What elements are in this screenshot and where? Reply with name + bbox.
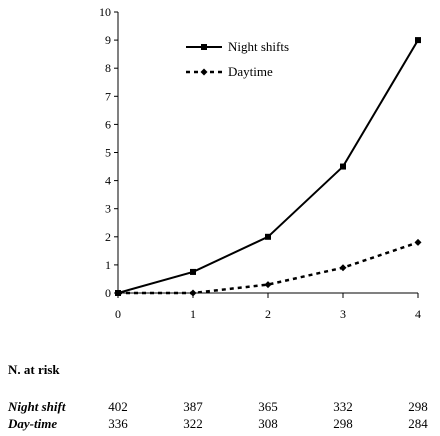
y-tick-label: 8 [105,61,111,75]
at-risk-value: 322 [183,416,203,431]
at-risk-value: 298 [333,416,353,431]
at-risk-value: 365 [258,399,278,414]
y-tick-label: 0 [105,286,111,300]
y-tick-label: 2 [105,230,111,244]
data-point-daytime [414,238,422,246]
y-tick-label: 4 [105,174,111,188]
legend-marker-daytime [200,68,208,76]
legend-label-night-shifts: Night shifts [228,39,289,54]
data-point-daytime [264,281,272,289]
series-layer [114,37,422,297]
data-point-night-shifts [265,233,271,240]
legend-label-daytime: Daytime [228,64,273,79]
line-chart: 0 1 2 3 4 5 6 7 8 9 10 0 1 2 3 4 Night shifts Daytime [99,5,422,321]
y-tick-label: 9 [105,33,111,47]
at-risk-value: 332 [333,399,353,414]
at-risk-value: 308 [258,416,278,431]
y-axis-ticks: 0 1 2 3 4 5 6 7 8 9 10 [99,5,118,300]
at-risk-value: 284 [408,416,428,431]
data-point-night-shifts [340,163,346,170]
legend: Night shifts Daytime [186,39,289,79]
data-point-daytime [114,289,122,297]
at-risk-row: Day-time 336 322 308 298 284 [0,416,440,432]
x-tick-label: 1 [190,307,196,321]
at-risk-value: 387 [183,399,203,414]
x-tick-label: 0 [115,307,121,321]
y-tick-label: 10 [99,5,111,19]
at-risk-value: 402 [108,399,128,414]
x-tick-label: 3 [340,307,346,321]
x-tick-label: 4 [415,307,421,321]
at-risk-row: Night shift 402 387 365 332 298 [0,399,440,415]
y-tick-label: 5 [105,146,111,160]
at-risk-row-label: Night shift [8,399,66,414]
y-tick-label: 7 [105,89,111,103]
at-risk-row-label: Day-time [8,416,58,431]
data-point-daytime [339,264,347,272]
y-tick-label: 6 [105,117,111,131]
y-tick-label: 1 [105,258,111,272]
at-risk-value: 298 [408,399,428,414]
data-point-night-shifts [415,37,421,44]
data-point-night-shifts [190,268,196,275]
legend-marker-night-shifts [201,44,207,50]
data-point-daytime [189,289,197,297]
y-tick-label: 3 [105,202,111,216]
at-risk-title: N. at risk [8,362,60,377]
series-line-daytime [118,241,419,295]
x-tick-label: 2 [265,307,271,321]
at-risk-value: 336 [108,416,128,431]
x-axis-ticks: 0 1 2 3 4 [115,293,421,321]
